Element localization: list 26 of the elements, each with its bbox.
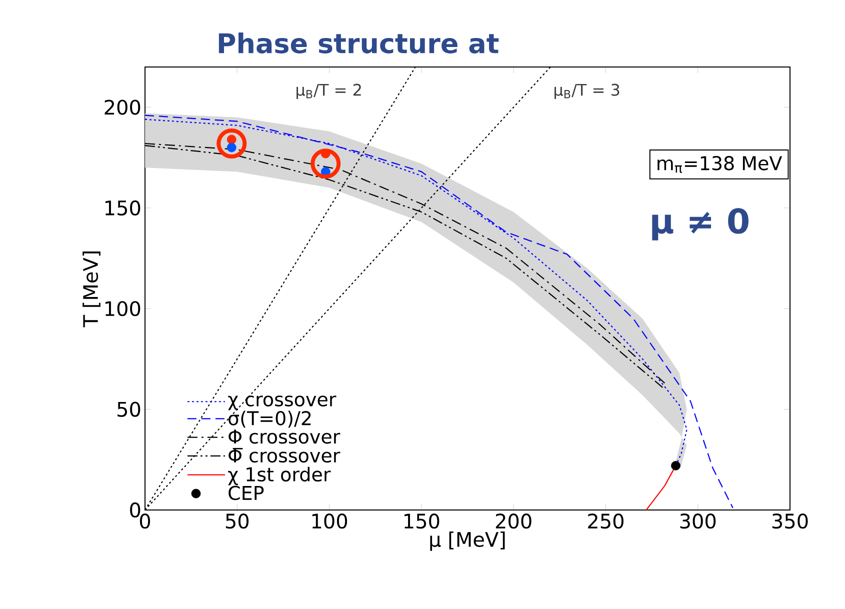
legend-label: Φ crossover [228, 430, 340, 444]
y-tick-label: 150 [105, 200, 140, 216]
x-tick-label: 350 [772, 514, 808, 529]
y-axis-title: T [MeV] [82, 252, 100, 328]
x-tick-label: 300 [680, 514, 716, 529]
annotation: μ$_{B}$/T = 2 [296, 84, 361, 99]
y-tick-label: 0 [130, 502, 140, 518]
legend-label: Φ̅ crossover [228, 448, 340, 463]
annotation: μ ≠ 0 [652, 208, 748, 240]
legend-label: σ(T=0)/2 [228, 410, 311, 428]
x-tick-label: 50 [226, 514, 249, 529]
legend-label: χ crossover [228, 396, 336, 410]
y-tick-label: 200 [104, 100, 140, 115]
y-tick-label: 100 [105, 301, 140, 316]
annotation: μ$_{B}$/T = 3 [554, 84, 620, 99]
x-tick-label: 250 [588, 514, 624, 529]
x-tick-label: 150 [404, 514, 440, 529]
chart-title: Phase structure at [218, 32, 499, 54]
legend-label: CEP [228, 486, 264, 500]
x-tick-label: 200 [496, 514, 532, 529]
x-tick-label: 0 [140, 514, 150, 529]
legend-label: χ 1st order [228, 466, 331, 486]
x-axis-title: μ [MeV] [430, 532, 505, 551]
y-tick-label: 50 [118, 402, 140, 417]
annotation: m$_{π}$=138 MeV [658, 156, 782, 173]
x-tick-label: 100 [312, 514, 348, 529]
